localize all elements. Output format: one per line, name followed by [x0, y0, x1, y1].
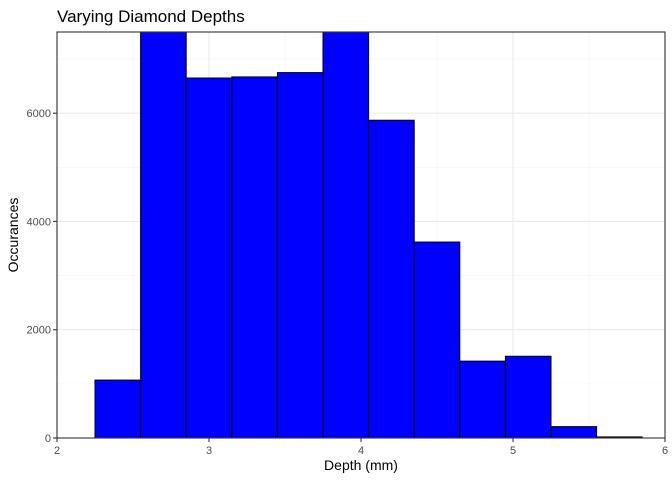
bars [94, 31, 643, 439]
x-tick-label: 2 [54, 445, 60, 457]
histogram-bar [185, 77, 233, 439]
histogram-bar [276, 72, 324, 439]
x-axis-ticks: 2 3 4 5 6 [54, 438, 668, 457]
y-tick-label: 6000 [27, 108, 51, 120]
y-tick-label: 2000 [27, 325, 51, 337]
histogram-bar [459, 360, 506, 439]
y-axis-ticks: 0 2000 4000 6000 [27, 108, 57, 445]
x-tick-label: 6 [662, 445, 668, 457]
x-axis-label: Depth (mm) [324, 457, 398, 473]
histogram-bar [550, 426, 598, 439]
x-tick-label: 3 [206, 445, 212, 457]
histogram-bar [413, 241, 461, 439]
y-tick-label: 0 [45, 433, 51, 445]
histogram-bar [368, 119, 415, 439]
chart-title: Varying Diamond Depths [57, 7, 245, 26]
histogram-bar [322, 31, 370, 439]
histogram-bar [231, 76, 278, 439]
y-axis-label: Occurances [5, 198, 21, 273]
x-tick-label: 5 [510, 445, 516, 457]
x-tick-label: 4 [358, 445, 364, 457]
histogram-bar [94, 379, 142, 439]
histogram-bar [504, 355, 552, 439]
y-tick-label: 4000 [27, 216, 51, 228]
histogram-bar [140, 31, 187, 439]
